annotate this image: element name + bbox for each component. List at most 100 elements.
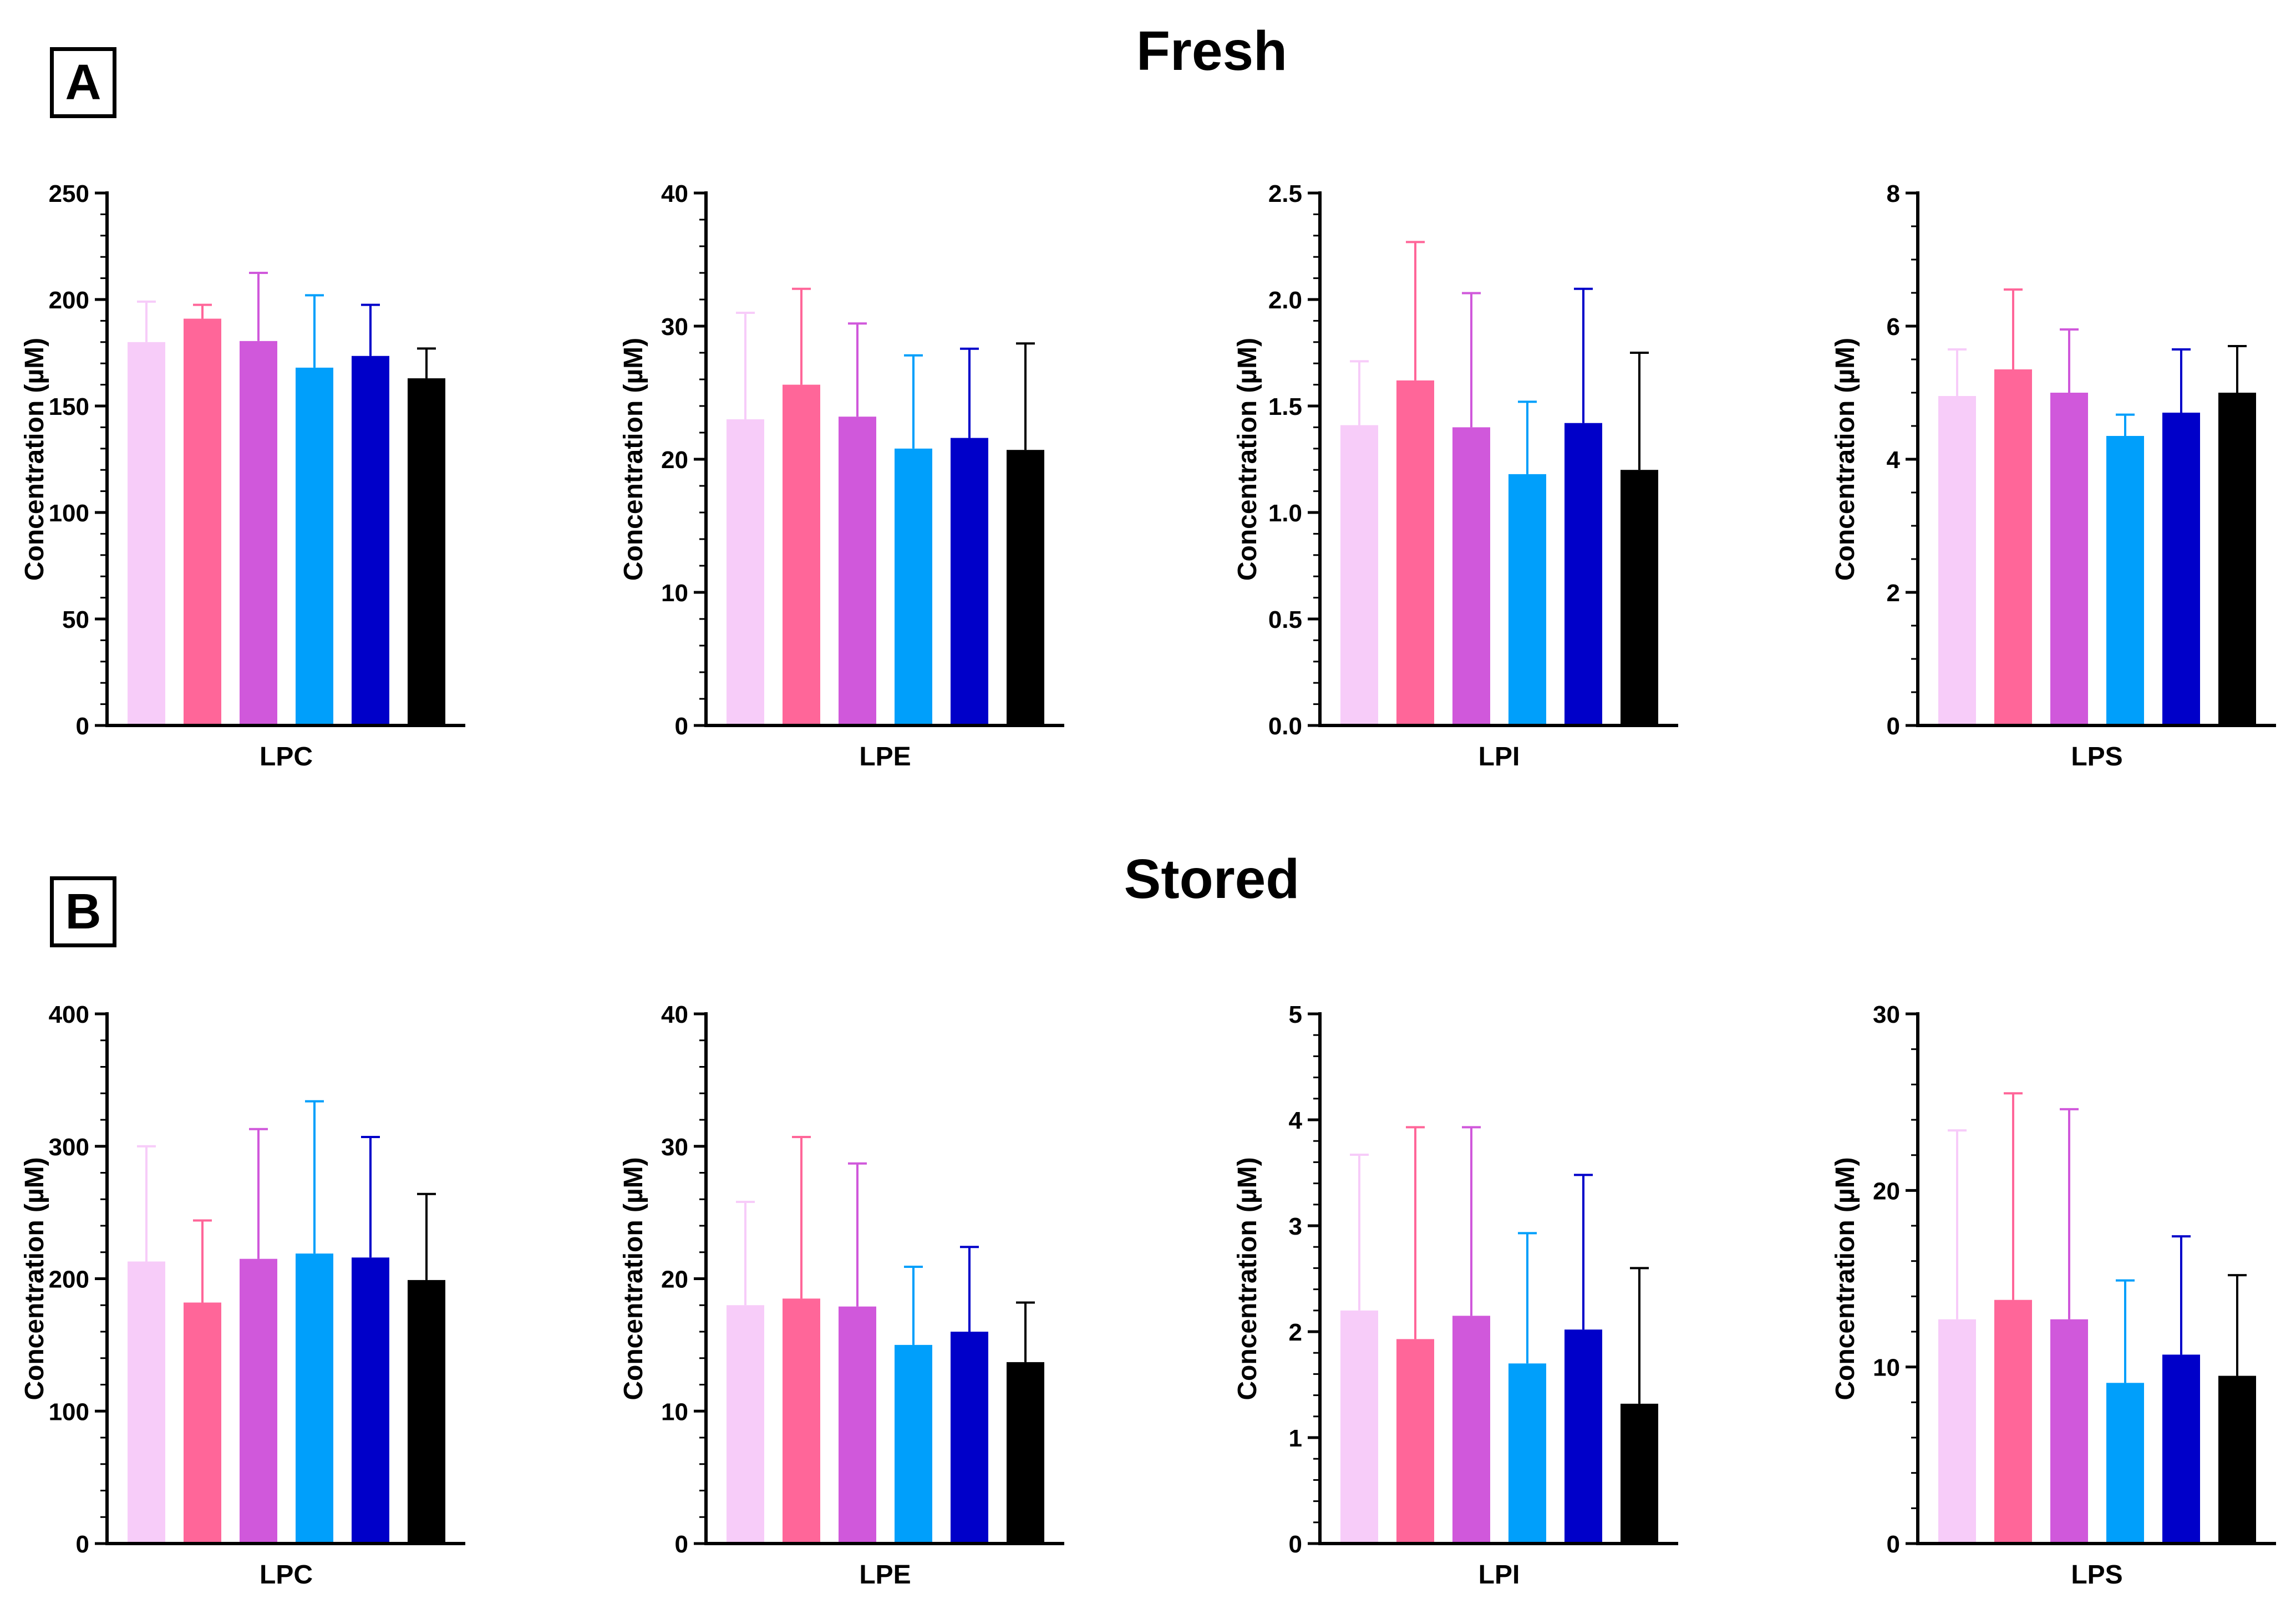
chart-a-lpi-tick-label: 1.0 bbox=[1268, 500, 1302, 527]
chart-a-lps-tick-label: 6 bbox=[1887, 313, 1900, 341]
chart-a-lps-y-axis-label: Concentration (µM) bbox=[1831, 338, 1860, 581]
chart-a-lps-bar-3 bbox=[2050, 393, 2088, 725]
chart-a-lpi-tick-label: 0.0 bbox=[1268, 713, 1302, 740]
chart-b-lpi-tick-label: 1 bbox=[1289, 1425, 1302, 1452]
chart-b-lps-tick-label: 0 bbox=[1887, 1531, 1900, 1558]
chart-a-lpi-bar-6 bbox=[1621, 470, 1658, 725]
chart-a-lps-bar-4 bbox=[2106, 436, 2144, 725]
chart-b-lpi-x-label: LPI bbox=[1479, 1560, 1520, 1590]
chart-b-lps-bar-5 bbox=[2162, 1354, 2200, 1544]
chart-b-lpc-tick-label: 400 bbox=[49, 1001, 89, 1028]
chart-b-lps-tick-label: 10 bbox=[1873, 1354, 1900, 1382]
chart-b-lps-y-axis-label: Concentration (µM) bbox=[1831, 1157, 1860, 1400]
chart-a-lpc-tick-label: 200 bbox=[49, 287, 89, 314]
chart-b-lpi-tick-label: 2 bbox=[1289, 1319, 1302, 1346]
chart-b-lps-bar-2 bbox=[1994, 1300, 2032, 1544]
chart-a-lpc-tick-label: 250 bbox=[49, 180, 89, 207]
chart-a-lpe-tick-label: 30 bbox=[661, 313, 688, 341]
chart-b-lpi-tick-label: 0 bbox=[1289, 1531, 1302, 1558]
chart-b-lpi-bar-4 bbox=[1508, 1363, 1546, 1544]
panel-b-label: B bbox=[50, 876, 116, 947]
chart-b-lpc: Concentration (µM) 0 100 200 300 400 LPC bbox=[20, 1001, 465, 1590]
chart-b-lps-bar-6 bbox=[2218, 1375, 2256, 1544]
chart-b-lpi-bar-3 bbox=[1452, 1316, 1490, 1544]
stored-title: Stored bbox=[1124, 848, 1300, 910]
chart-a-lpc-tick-label: 100 bbox=[49, 500, 89, 527]
chart-b-lpc-tick-label: 100 bbox=[49, 1398, 89, 1425]
chart-a-lpe-tick-label: 20 bbox=[661, 446, 688, 474]
chart-b-lpe-tick-label: 0 bbox=[675, 1531, 688, 1558]
chart-b-lpi: Concentration (µM) 0 1 2 3 4 5 LPI bbox=[1233, 1001, 1678, 1590]
chart-a-lpe-tick-label: 0 bbox=[675, 713, 688, 740]
chart-a-lpe-bar-2 bbox=[783, 384, 820, 725]
chart-b-lpe-tick-label: 30 bbox=[661, 1134, 688, 1161]
chart-b-lps: Concentration (µM) 0 10 20 30 LPS bbox=[1831, 1001, 2276, 1590]
chart-b-lpc-tick-label: 300 bbox=[49, 1134, 89, 1161]
chart-b-lpi-tick-label: 3 bbox=[1289, 1213, 1302, 1240]
chart-b-lpe-bar-3 bbox=[839, 1306, 876, 1544]
chart-a-lpe-tick-label: 40 bbox=[661, 180, 688, 207]
chart-a-lpc-tick-label: 150 bbox=[49, 393, 89, 420]
chart-a-lps-tick-label: 0 bbox=[1887, 713, 1900, 740]
chart-a-lps-bar-6 bbox=[2218, 393, 2256, 725]
chart-a-lpe-bar-5 bbox=[951, 438, 988, 725]
chart-a-lpc-bar-3 bbox=[240, 341, 277, 725]
chart-b-lpe-bar-1 bbox=[727, 1305, 764, 1544]
chart-b-lpi-bar-5 bbox=[1564, 1329, 1602, 1544]
chart-b-lpc-bar-1 bbox=[128, 1261, 165, 1544]
chart-a-lpi-bar-5 bbox=[1564, 423, 1602, 725]
chart-a-lpc-bar-6 bbox=[408, 378, 445, 725]
chart-b-lpi-tick-label: 5 bbox=[1289, 1001, 1302, 1028]
chart-a-lpi-tick-label: 0.5 bbox=[1268, 606, 1302, 633]
chart-b-lpc-x-label: LPC bbox=[260, 1560, 313, 1590]
chart-b-lpe-x-label: LPE bbox=[859, 1560, 911, 1590]
chart-a-lps-tick-label: 8 bbox=[1887, 180, 1900, 207]
chart-b-lpe: Concentration (µM) 0 10 20 30 40 LPE bbox=[619, 1001, 1064, 1590]
chart-a-lpi: Concentration (µM) 0.0 0.5 1.0 1.5 2.0 2.5 LPI bbox=[1233, 180, 1678, 771]
chart-b-lpe-tick-label: 20 bbox=[661, 1266, 688, 1293]
chart-b-lpi-bar-1 bbox=[1340, 1310, 1378, 1544]
chart-a-lps: Concentration (µM) 0 2 4 6 8 LPS bbox=[1831, 180, 2276, 771]
chart-a-lpc-tick-label: 0 bbox=[76, 713, 89, 740]
chart-a-lpc-bar-2 bbox=[184, 318, 221, 725]
chart-a-lpi-bar-3 bbox=[1452, 427, 1490, 725]
chart-a-lps-x-label: LPS bbox=[2071, 742, 2122, 771]
chart-b-lps-x-label: LPS bbox=[2071, 1560, 2122, 1590]
chart-a-lps-bar-1 bbox=[1938, 396, 1976, 725]
chart-b-lpc-tick-label: 200 bbox=[49, 1266, 89, 1293]
chart-b-lpc-bar-6 bbox=[408, 1280, 445, 1544]
chart-a-lpe-y-axis-label: Concentration (µM) bbox=[619, 338, 648, 581]
chart-a-lpi-bar-2 bbox=[1396, 380, 1434, 725]
chart-a-lpi-tick-label: 2.5 bbox=[1268, 180, 1302, 207]
chart-a-lpc-bar-4 bbox=[296, 367, 333, 725]
chart-b-lpc-bar-2 bbox=[184, 1302, 221, 1544]
chart-b-lpe-tick-label: 40 bbox=[661, 1001, 688, 1028]
chart-a-lpe-bar-4 bbox=[895, 448, 932, 725]
chart-a-lpi-tick-label: 2.0 bbox=[1268, 287, 1302, 314]
chart-b-lpe-bar-4 bbox=[895, 1344, 932, 1544]
fresh-title: Fresh bbox=[1136, 20, 1288, 82]
chart-a-lpc-x-label: LPC bbox=[260, 742, 313, 771]
chart-a-lps-bar-2 bbox=[1994, 369, 2032, 725]
chart-a-lpc-bar-1 bbox=[128, 342, 165, 725]
chart-a-lpe: Concentration (µM) 0 10 20 30 40 LPE bbox=[619, 180, 1064, 771]
chart-a-lpi-bar-4 bbox=[1508, 474, 1546, 725]
chart-a-lpc-bar-5 bbox=[352, 356, 389, 725]
chart-b-lps-tick-label: 30 bbox=[1873, 1001, 1900, 1028]
chart-b-lpi-bar-2 bbox=[1396, 1339, 1434, 1544]
chart-a-lpi-y-axis-label: Concentration (µM) bbox=[1233, 338, 1262, 581]
chart-b-lpc-bar-3 bbox=[240, 1258, 277, 1544]
chart-b-lpi-tick-label: 4 bbox=[1289, 1107, 1303, 1134]
chart-b-lpc-bar-5 bbox=[352, 1257, 389, 1544]
chart-a-lpe-bar-3 bbox=[839, 417, 876, 725]
chart-a-lpi-x-label: LPI bbox=[1479, 742, 1520, 771]
chart-b-lpc-bar-4 bbox=[296, 1253, 333, 1544]
chart-b-lps-tick-label: 20 bbox=[1873, 1177, 1900, 1205]
chart-b-lpe-bar-2 bbox=[783, 1298, 820, 1544]
chart-a-lpc-y-axis-label: Concentration (µM) bbox=[20, 338, 49, 581]
chart-b-lpe-bar-6 bbox=[1007, 1362, 1044, 1544]
chart-b-lpi-bar-6 bbox=[1621, 1403, 1658, 1544]
chart-b-lpi-y-axis-label: Concentration (µM) bbox=[1233, 1157, 1262, 1400]
